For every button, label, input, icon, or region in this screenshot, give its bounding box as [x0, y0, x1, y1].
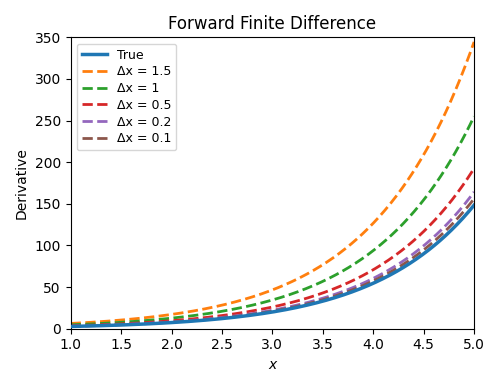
Δx = 1 [398, 223, 404, 228]
Δx = 1.5 [262, 290, 268, 295]
True [308, 302, 314, 307]
Line: Δx = 0.1: Δx = 0.1 [70, 199, 474, 326]
X-axis label: x: x [268, 358, 276, 372]
Δx = 0.5 [462, 181, 468, 185]
True [262, 311, 268, 315]
Δx = 0.2 [471, 190, 477, 194]
Δx = 0.1 [286, 306, 292, 310]
Δx = 0.2 [260, 310, 266, 314]
Δx = 0.5 [286, 301, 292, 305]
Line: Δx = 1: Δx = 1 [70, 116, 474, 325]
Δx = 1 [68, 322, 73, 327]
Y-axis label: Derivative: Derivative [15, 147, 29, 219]
Δx = 1.5 [398, 187, 404, 192]
True [471, 203, 477, 207]
Δx = 0.1 [260, 310, 266, 315]
Legend: True, Δx = 1.5, Δx = 1, Δx = 0.5, Δx = 0.2, Δx = 0.1: True, Δx = 1.5, Δx = 1, Δx = 0.5, Δx = 0… [77, 44, 176, 150]
Δx = 0.5 [471, 166, 477, 171]
Line: True: True [70, 205, 474, 327]
True [286, 307, 292, 311]
True [68, 324, 73, 329]
True [260, 311, 266, 316]
Δx = 1.5 [471, 39, 477, 44]
Δx = 1 [471, 114, 477, 119]
Title: Forward Finite Difference: Forward Finite Difference [168, 15, 376, 33]
Δx = 0.2 [286, 305, 292, 309]
True [398, 266, 404, 271]
True [462, 214, 468, 219]
Δx = 0.1 [308, 301, 314, 305]
Δx = 0.1 [68, 324, 73, 329]
Line: Δx = 0.2: Δx = 0.2 [70, 192, 474, 326]
Δx = 1.5 [68, 321, 73, 326]
Δx = 0.2 [308, 299, 314, 304]
Δx = 0.2 [462, 202, 468, 207]
Δx = 0.5 [262, 306, 268, 311]
Δx = 1 [308, 284, 314, 289]
Δx = 0.1 [462, 208, 468, 213]
Δx = 0.1 [262, 310, 268, 315]
Δx = 1 [262, 300, 268, 305]
Δx = 0.1 [471, 197, 477, 201]
Δx = 1 [462, 134, 468, 138]
Δx = 1.5 [286, 281, 292, 285]
Δx = 1.5 [260, 291, 266, 296]
Δx = 0.5 [398, 248, 404, 253]
Δx = 1.5 [308, 270, 314, 274]
Δx = 0.5 [260, 307, 266, 312]
Δx = 0.5 [68, 324, 73, 328]
Line: Δx = 1.5: Δx = 1.5 [70, 42, 474, 324]
Δx = 1 [260, 300, 266, 305]
Δx = 0.2 [398, 260, 404, 265]
Δx = 0.2 [68, 324, 73, 329]
Δx = 0.5 [308, 295, 314, 299]
Δx = 1 [286, 293, 292, 297]
Δx = 1.5 [462, 66, 468, 70]
Δx = 0.2 [262, 309, 268, 314]
Δx = 0.1 [398, 263, 404, 268]
Line: Δx = 0.5: Δx = 0.5 [70, 168, 474, 326]
